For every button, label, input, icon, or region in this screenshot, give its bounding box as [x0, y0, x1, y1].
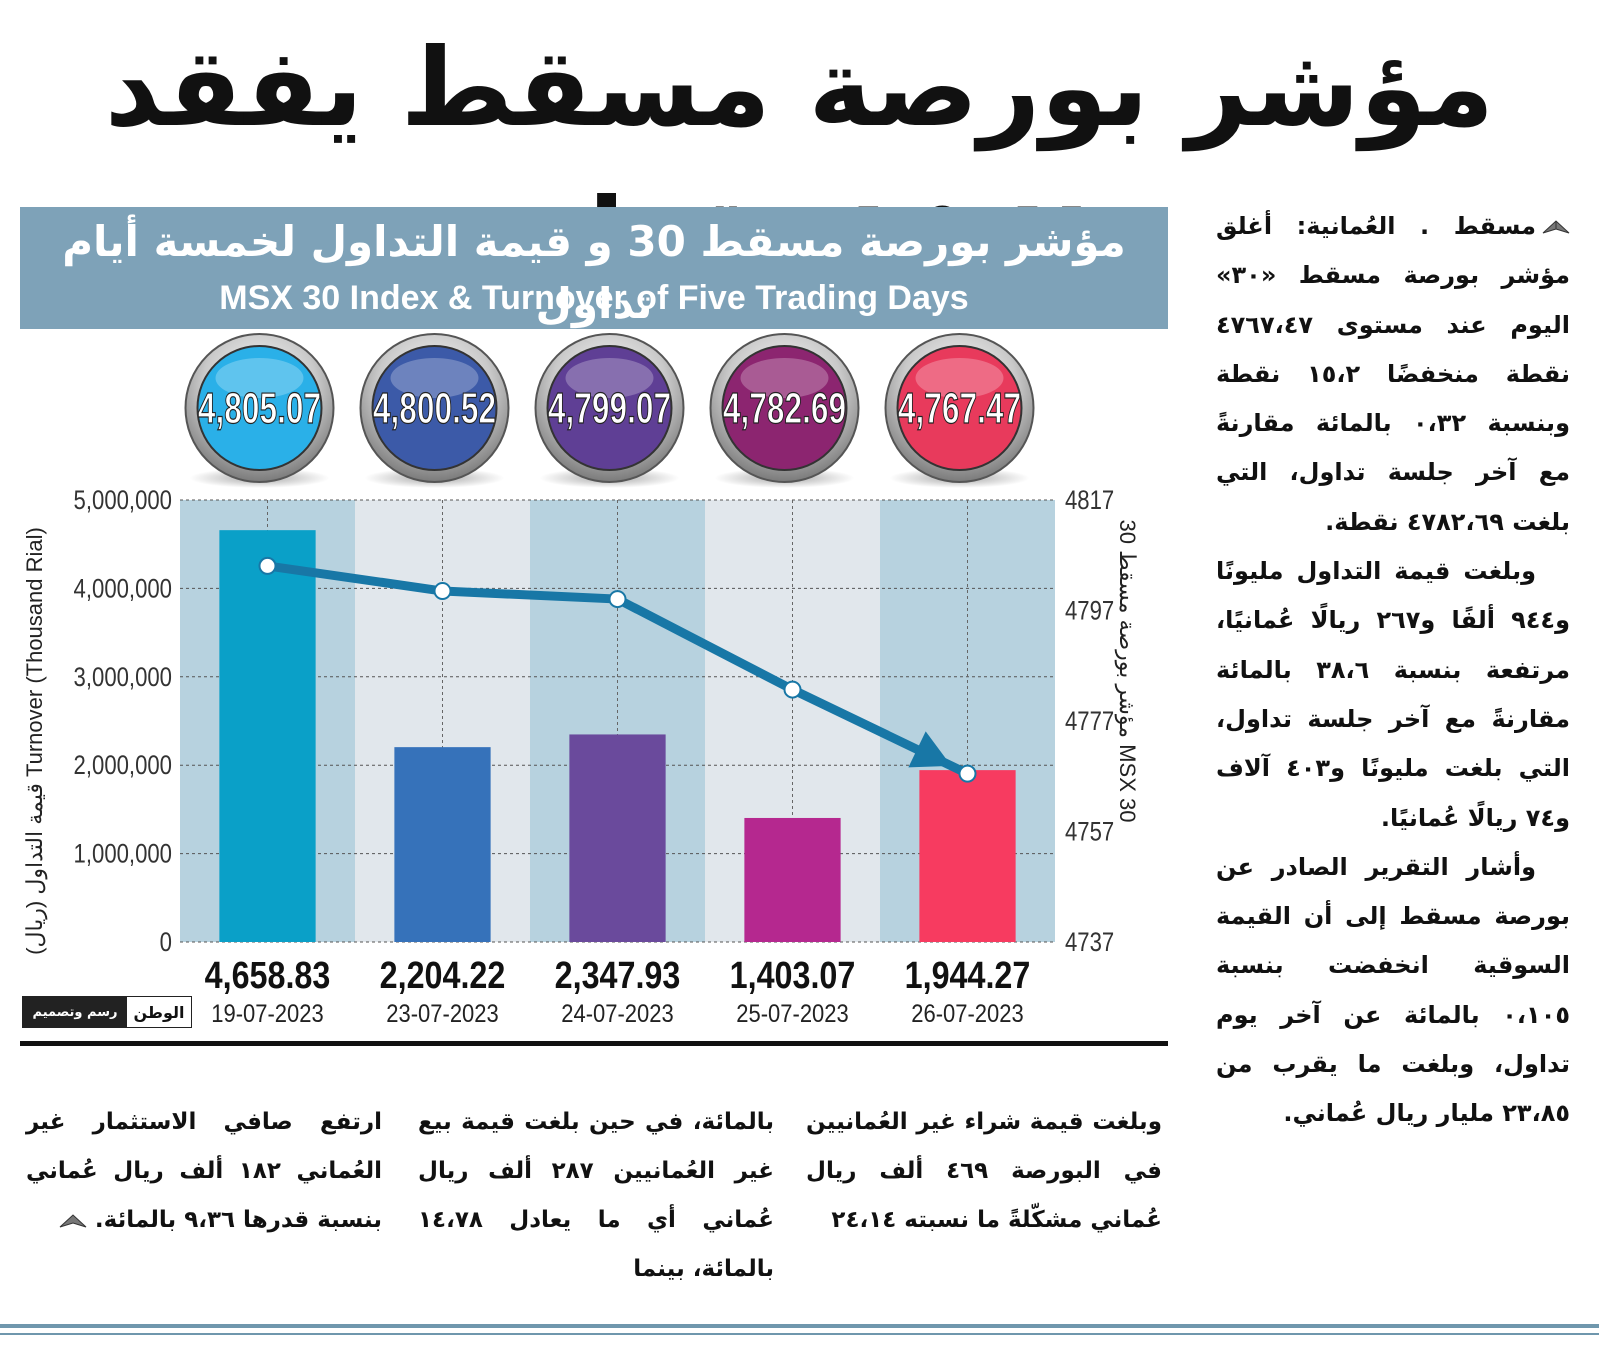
- bird-icon: [59, 1213, 87, 1227]
- bar-value-label: 2,347.93: [555, 955, 681, 997]
- badge-highlight: [565, 358, 654, 398]
- paragraph-text: بالمائة، في حين بلغت قيمة بيع غير العُما…: [418, 1109, 774, 1282]
- x-tick-label: 19-07-2023: [211, 1000, 323, 1028]
- y-tick-label: 5,000,000: [74, 486, 172, 516]
- paragraph-text: أغلق مؤشر بورصة مسقط «٣٠» اليوم عند مستو…: [1216, 212, 1570, 536]
- badge-highlight: [915, 358, 1004, 398]
- index-value-label: 4,799.07: [548, 384, 671, 433]
- section-divider: [20, 1041, 1168, 1046]
- watan-logo: الوطن: [127, 997, 191, 1027]
- dateline: مسقط . العُمانية:: [1296, 212, 1536, 240]
- paragraph-text: وبلغت قيمة شراء غير العُمانيين في البورص…: [806, 1109, 1162, 1233]
- x-tick-label: 26-07-2023: [911, 1000, 1023, 1028]
- y-tick-label: 2,000,000: [74, 751, 172, 781]
- x-tick-label: 24-07-2023: [561, 1000, 673, 1028]
- bar-value-label: 1,944.27: [905, 955, 1031, 997]
- index-badge: [371, 345, 498, 471]
- y-axis-title: قيمة التداول (ريال) Turnover (Thousand R…: [22, 527, 48, 955]
- turnover-bar: [219, 530, 316, 942]
- turnover-bar: [569, 734, 666, 942]
- bar-value-label: 4,658.83: [205, 955, 331, 997]
- article-paragraph: وبلغت قيمة التداول مليونًا و٩٤٤ ألفًا و٢…: [1216, 557, 1571, 832]
- index-value-label: 4,800.52: [373, 384, 496, 433]
- article-bottom-column-2: بالمائة، في حين بلغت قيمة بيع غير العُما…: [418, 1098, 774, 1294]
- arrowhead: [908, 731, 952, 768]
- index-point: [608, 590, 627, 609]
- y2-tick-label: 4797: [1065, 597, 1114, 627]
- x-tick-label: 23-07-2023: [386, 1000, 498, 1028]
- y-tick-label: 4,000,000: [74, 574, 172, 604]
- index-badge: [546, 345, 673, 471]
- index-badge: [721, 345, 848, 471]
- y2-tick-label: 4817: [1065, 486, 1114, 516]
- bird-icon: [1542, 220, 1570, 234]
- chart-title-english: MSX 30 Index & Turnover of Five Trading …: [219, 279, 969, 317]
- y2-tick-label: 4737: [1065, 928, 1114, 958]
- article-paragraph: وأشار التقرير الصادر عن بورصة مسقط إلى أ…: [1216, 852, 1570, 1128]
- bar-value-label: 2,204.22: [380, 955, 506, 997]
- article-bottom-column-3: ارتفع صافي الاستثمار غير العُماني ١٨٢ أل…: [26, 1098, 382, 1245]
- y-tick-label: 3,000,000: [74, 663, 172, 693]
- design-credit: رسم وتصميم الوطن: [22, 996, 192, 1028]
- y-tick-label: 0: [160, 928, 172, 958]
- y2-tick-label: 4777: [1065, 707, 1114, 737]
- bottom-rule: [0, 1324, 1599, 1328]
- chart-title-box: مؤشر بورصة مسقط 30 و قيمة التداول لخمسة …: [20, 207, 1168, 329]
- index-value-label: 4,767.47: [898, 384, 1021, 433]
- y2-axis-title: مؤشر بورصة مسقط 30 MSX 30: [1114, 520, 1140, 823]
- badge-highlight: [390, 358, 479, 398]
- paragraph-text: ارتفع صافي الاستثمار غير العُماني ١٨٢ أل…: [26, 1109, 382, 1233]
- article-right-column: مسقط . العُمانية: أغلق مؤشر بورصة مسقط «…: [1216, 202, 1570, 1139]
- credit-label: رسم وتصميم: [23, 997, 127, 1027]
- index-point: [258, 556, 277, 575]
- index-point: [433, 582, 452, 601]
- index-value-label: 4,782.69: [723, 384, 846, 433]
- chart: 4,805.07 4,800.52 4,799.07 4,782.69 4,767.47…: [22, 333, 1140, 1028]
- badge-highlight: [740, 358, 829, 398]
- y-tick-label: 1,000,000: [74, 840, 172, 870]
- index-point: [783, 680, 802, 699]
- chart-title-arabic: مؤشر بورصة مسقط 30 و قيمة التداول لخمسة …: [62, 217, 1126, 328]
- index-point: [958, 764, 977, 783]
- index-badge: [896, 345, 1023, 471]
- index-badge: [196, 345, 323, 471]
- y2-tick-label: 4757: [1065, 818, 1114, 848]
- index-value-label: 4,805.07: [198, 384, 321, 433]
- article-bottom-column-1: وبلغت قيمة شراء غير العُمانيين في البورص…: [806, 1098, 1162, 1245]
- badge-highlight: [215, 358, 304, 398]
- turnover-bar: [919, 770, 1016, 942]
- article-paragraph: مسقط . العُمانية: أغلق مؤشر بورصة مسقط «…: [1216, 202, 1570, 547]
- x-tick-label: 25-07-2023: [736, 1000, 848, 1028]
- bottom-rule: [0, 1333, 1599, 1335]
- turnover-bar: [744, 817, 841, 942]
- bar-value-label: 1,403.07: [730, 955, 856, 997]
- turnover-bar: [394, 747, 491, 942]
